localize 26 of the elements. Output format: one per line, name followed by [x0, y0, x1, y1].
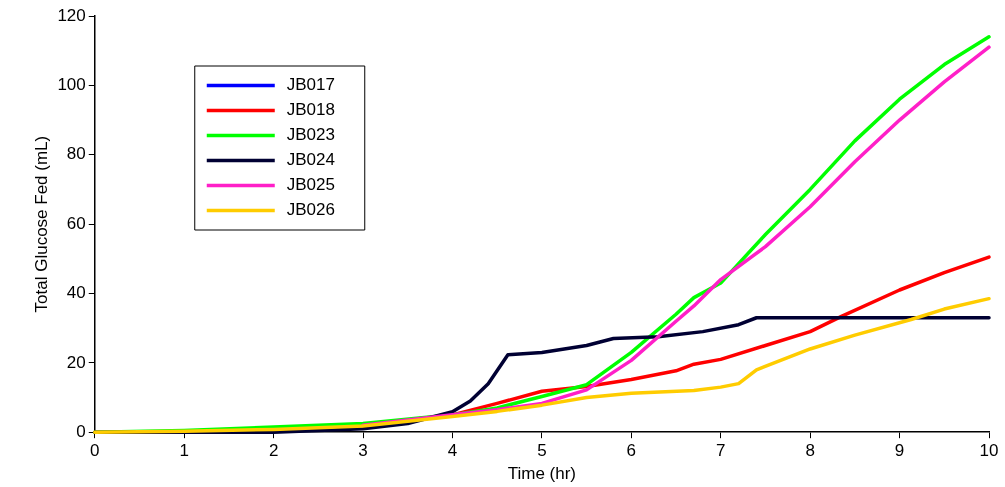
y-tick-label: 40	[66, 283, 86, 303]
y-tick-label: 20	[66, 352, 86, 372]
y-tick-label: 100	[57, 75, 86, 95]
x-tick-label: 3	[358, 441, 368, 461]
x-tick-label: 1	[179, 441, 189, 461]
y-axis-title: Total Glucose Fed (mL)	[31, 135, 51, 313]
x-tick-label: 5	[537, 441, 547, 461]
y-tick-label: 60	[66, 213, 86, 233]
legend-label: JB025	[286, 175, 335, 195]
x-tick-label: 0	[90, 441, 100, 461]
y-tick-label: 120	[57, 5, 86, 25]
legend-label: JB026	[286, 200, 335, 220]
x-tick-label: 7	[715, 441, 726, 461]
legend-label: JB024	[286, 150, 335, 170]
x-axis-title: Time (hr)	[507, 464, 577, 484]
legend-label: JB017	[286, 75, 335, 95]
x-tick-label: 2	[268, 441, 279, 461]
y-tick-label: 0	[76, 421, 86, 441]
x-tick-label: 9	[894, 441, 905, 461]
legend-label: JB018	[286, 100, 335, 120]
y-tick-label: 80	[66, 144, 86, 164]
x-tick-label: 6	[626, 441, 637, 461]
x-tick-label: 8	[805, 441, 815, 461]
legend-label: JB023	[286, 125, 335, 145]
x-tick-label: 10	[979, 441, 999, 461]
x-tick-label: 4	[447, 441, 458, 461]
